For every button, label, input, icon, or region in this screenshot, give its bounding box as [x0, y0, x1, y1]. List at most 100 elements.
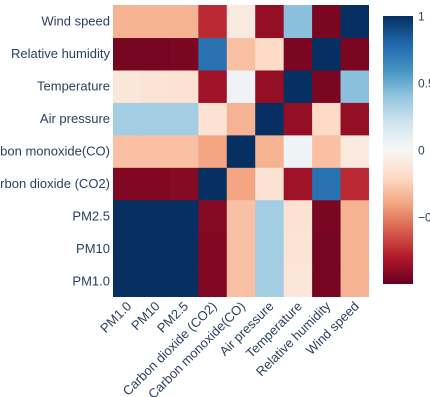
colorbar-tick-label: 1	[418, 10, 425, 24]
heatmap-cell	[141, 69, 171, 103]
heatmap-cell	[113, 264, 143, 297]
heatmap-cell	[141, 102, 171, 136]
y-tick-label: PM1.0	[72, 273, 110, 288]
heatmap-cell	[198, 69, 228, 103]
heatmap-cell	[283, 264, 313, 297]
y-axis-tick-labels: PM1.0 PM10 PM2.5 Carbon dioxide (CO2) Carbon…	[0, 14, 110, 289]
heatmap-cell	[169, 264, 199, 297]
heatmap-cell	[113, 69, 143, 103]
y-tick-label: Carbon monoxide(CO)	[0, 144, 110, 159]
heatmap-cell	[113, 134, 143, 168]
heatmap-cell	[226, 167, 256, 201]
heatmap-cell	[255, 5, 285, 39]
heatmap-cell	[169, 69, 199, 103]
heatmap-cell	[340, 37, 369, 71]
heatmap-cell	[198, 5, 228, 39]
heatmap-cell	[113, 167, 143, 201]
heatmap-cell	[283, 134, 313, 168]
heatmap-cell	[340, 5, 369, 39]
heatmap-cell	[312, 199, 342, 233]
heatmap-cell	[226, 5, 256, 39]
heatmap-cell	[226, 232, 256, 266]
heatmap-cell	[340, 199, 369, 233]
heatmap-cell	[113, 232, 143, 266]
heatmap-cell	[226, 69, 256, 103]
heatmap-cell	[113, 102, 143, 136]
colorbar-tick-label: 0	[418, 144, 425, 158]
heatmap-cell	[198, 264, 228, 297]
heatmap-cell	[141, 167, 171, 201]
heatmap-cell	[255, 199, 285, 233]
heatmap-cell	[226, 134, 256, 168]
heatmap-cell	[283, 5, 313, 39]
heatmap-cell	[255, 69, 285, 103]
y-tick-label: PM2.5	[72, 208, 110, 223]
heatmap-cell	[169, 167, 199, 201]
heatmap-cell	[312, 5, 342, 39]
heatmap-cell	[283, 37, 313, 71]
heatmap-cell	[141, 199, 171, 233]
heatmap-cell	[255, 264, 285, 297]
heatmap-cell	[198, 167, 228, 201]
heatmap-cell	[141, 232, 171, 266]
heatmap-cell	[141, 264, 171, 297]
heatmap-cell	[340, 134, 369, 168]
colorbar: 1 0.5 0 −0.5	[383, 10, 430, 284]
y-tick-label: Carbon dioxide (CO2)	[0, 176, 110, 191]
heatmap-cell	[312, 37, 342, 71]
heatmap-cell	[255, 102, 285, 136]
heatmap-cell	[255, 167, 285, 201]
heatmap-cell	[340, 264, 369, 297]
heatmap-cell	[226, 264, 256, 297]
heatmap-cell	[169, 232, 199, 266]
heatmap-cell	[198, 37, 228, 71]
heatmap-cell	[198, 232, 228, 266]
heatmap-cell	[226, 37, 256, 71]
heatmap-cell	[198, 134, 228, 168]
heatmap-cell	[312, 102, 342, 136]
heatmap-cell	[141, 37, 171, 71]
colorbar-tick-label: 0.5	[418, 77, 430, 91]
heatmap-cell	[141, 134, 171, 168]
y-tick-label: Wind speed	[41, 14, 110, 29]
heatmap-cell	[283, 167, 313, 201]
heatmap-cell	[198, 102, 228, 136]
heatmap-cell	[255, 134, 285, 168]
heatmap-cell	[283, 102, 313, 136]
heatmap-cell	[312, 264, 342, 297]
heatmap-cell	[255, 232, 285, 266]
heatmap-cell	[169, 37, 199, 71]
heatmap-cell	[283, 232, 313, 266]
heatmap-cell	[340, 102, 369, 136]
heatmap-cell	[312, 134, 342, 168]
heatmap-cell	[226, 102, 256, 136]
colorbar-gradient	[383, 16, 413, 284]
y-tick-label: PM10	[76, 241, 110, 256]
heatmap-cell	[169, 199, 199, 233]
heatmap-cell	[141, 5, 171, 39]
heatmap-cell	[113, 37, 143, 71]
heatmap-cell	[312, 69, 342, 103]
heatmap-cell	[255, 37, 285, 71]
colorbar-tick-labels: 1 0.5 0 −0.5	[418, 10, 430, 225]
heatmap-cell	[169, 102, 199, 136]
heatmap-cell	[340, 232, 369, 266]
heatmap-cell	[169, 134, 199, 168]
y-tick-label: Air pressure	[40, 111, 110, 126]
heatmap-cells	[113, 5, 369, 297]
y-tick-label: Relative humidity	[11, 46, 110, 61]
heatmap-cell	[312, 232, 342, 266]
heatmap-cell	[226, 199, 256, 233]
heatmap-cell	[283, 199, 313, 233]
heatmap-cell	[340, 167, 369, 201]
heatmap-cell	[169, 5, 199, 39]
heatmap-cell	[113, 199, 143, 233]
heatmap-cell	[113, 5, 143, 39]
x-tick-label: PM1.0	[97, 299, 134, 336]
colorbar-tick-label: −0.5	[418, 211, 430, 225]
y-tick-label: Temperature	[37, 79, 110, 94]
heatmap-cell	[340, 69, 369, 103]
heatmap-cell	[283, 69, 313, 103]
